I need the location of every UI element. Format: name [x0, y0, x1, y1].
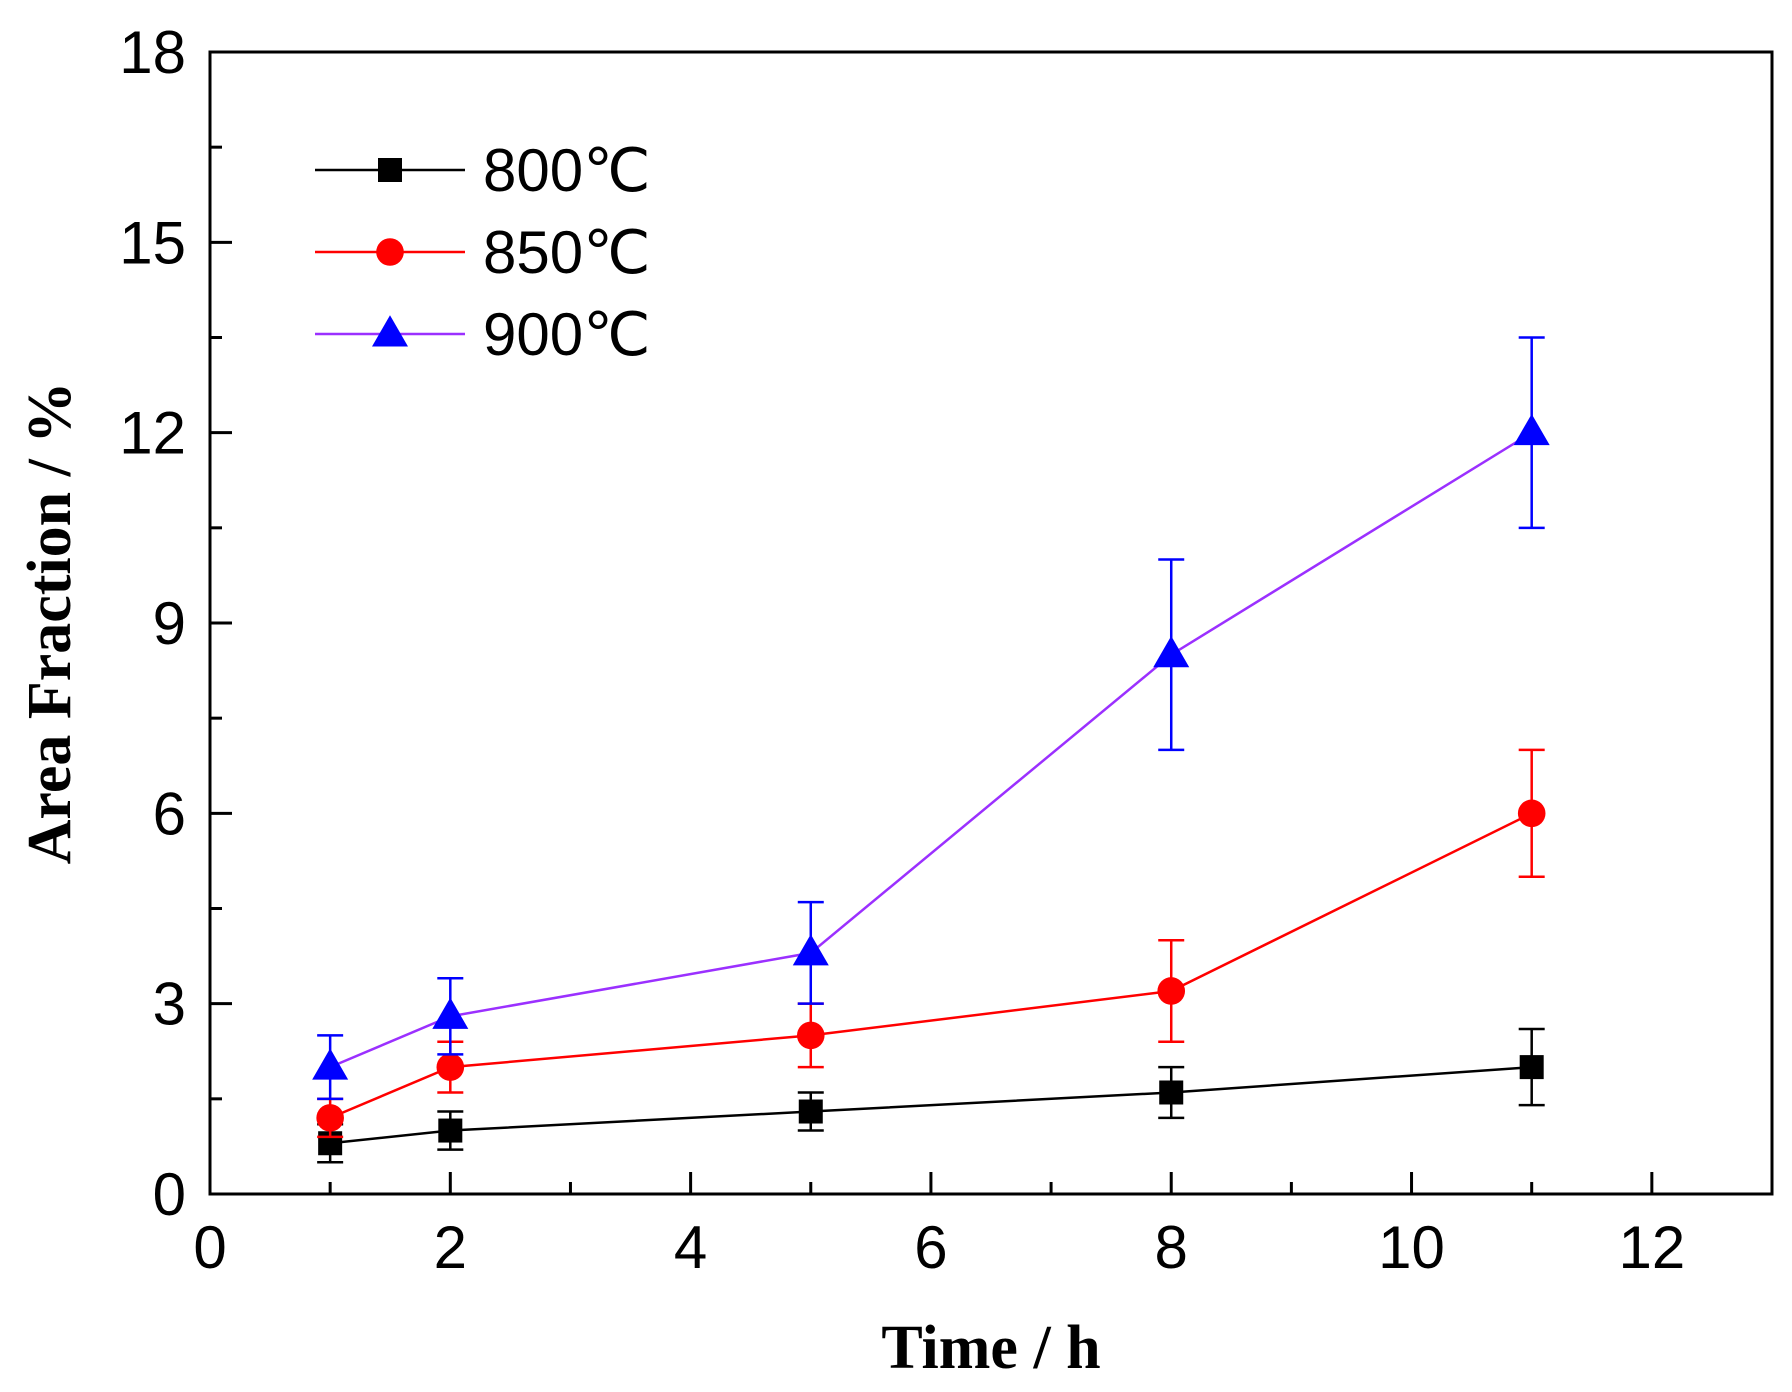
x-tick-label: 12	[1618, 1214, 1685, 1281]
data-point	[796, 1021, 825, 1050]
series-2	[312, 336, 1550, 1101]
data-point	[1513, 413, 1550, 446]
series-line	[330, 1065, 1532, 1145]
legend-entry-1: 850℃	[315, 219, 651, 286]
legend: 800℃ 850℃ 900℃	[315, 137, 651, 368]
data-point	[1157, 977, 1186, 1005]
series-line	[329, 812, 1533, 1120]
x-axis-title: Time / h	[881, 1314, 1100, 1382]
data-point	[798, 1099, 823, 1124]
data-point	[1153, 636, 1190, 668]
x-tick-label: 6	[914, 1214, 947, 1281]
y-axis-title: Area Fraction / %	[16, 382, 84, 865]
y-tick-label: 0	[153, 1161, 186, 1228]
data-point	[436, 1053, 465, 1081]
legend-entry-0: 800℃	[315, 137, 651, 204]
series-line	[329, 431, 1533, 1069]
x-tick-label: 8	[1155, 1214, 1188, 1281]
x-tick-label: 4	[674, 1214, 707, 1281]
x-tick-label: 0	[193, 1214, 226, 1281]
series-1	[316, 748, 1546, 1139]
legend-marker	[378, 158, 402, 182]
y-tick-label: 18	[119, 19, 186, 86]
data-point	[316, 1104, 344, 1132]
data-point	[1519, 1055, 1544, 1080]
legend-marker	[372, 315, 408, 347]
data-point	[792, 934, 829, 966]
data-point	[1517, 799, 1546, 828]
data-point	[432, 997, 469, 1029]
legend-label: 850℃	[483, 219, 651, 286]
data-point	[1159, 1080, 1184, 1105]
axes: 0 2 4 6 8 10 12 0 3 6 9 12 15 18	[119, 19, 1774, 1281]
x-tick-label: 2	[434, 1214, 467, 1281]
legend-marker	[376, 238, 404, 266]
legend-label: 800℃	[483, 137, 651, 204]
y-tick-label: 12	[119, 400, 186, 467]
data-point	[438, 1118, 463, 1143]
legend-entry-2: 900℃	[315, 301, 651, 368]
legend-label: 900℃	[483, 301, 651, 368]
plot-area	[312, 336, 1550, 1164]
data-point	[312, 1048, 349, 1080]
y-tick-label: 15	[119, 209, 186, 276]
x-tick-label: 10	[1378, 1214, 1445, 1281]
y-tick-label: 6	[153, 780, 186, 847]
series-0	[317, 1027, 1545, 1164]
y-tick-label: 9	[153, 590, 186, 657]
y-tick-label: 3	[153, 971, 186, 1038]
